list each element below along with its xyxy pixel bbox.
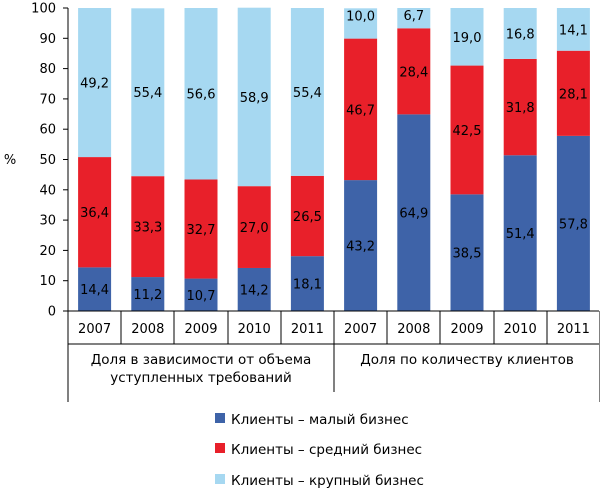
legend-label: Клиенты – крупный бизнес — [231, 473, 424, 489]
data-label: 36,4 — [80, 206, 109, 221]
bar-segment — [78, 8, 112, 158]
bar-segment — [237, 186, 271, 268]
x-tick-label: 2007 — [344, 322, 377, 337]
x-tick-label: 2007 — [78, 322, 111, 337]
data-label: 64,9 — [399, 207, 428, 222]
bar-segment — [237, 267, 271, 311]
data-label: 57,8 — [559, 217, 588, 232]
bar-segment — [131, 277, 165, 311]
legend-label: Клиенты – малый бизнес — [231, 412, 409, 428]
data-label: 49,2 — [80, 77, 109, 92]
bar-segment — [78, 267, 112, 311]
data-label: 58,9 — [240, 91, 269, 106]
x-tick-label: 2009 — [184, 322, 217, 337]
data-label: 19,0 — [453, 31, 482, 46]
bar-segment — [184, 179, 218, 279]
y-tick-label: 0 — [48, 305, 56, 320]
data-label: 51,4 — [506, 227, 535, 242]
legend-swatch — [215, 474, 225, 484]
bar-segment — [344, 8, 378, 39]
y-tick-label: 40 — [39, 183, 56, 198]
data-label: 16,8 — [506, 27, 535, 42]
bar-segment — [184, 8, 218, 180]
data-label: 28,4 — [399, 65, 428, 80]
y-tick-label: 30 — [39, 214, 56, 229]
y-tick-label: 50 — [39, 153, 56, 168]
bar-segment — [344, 38, 378, 181]
y-tick-label: 60 — [39, 123, 56, 138]
bar-segment — [450, 8, 484, 66]
data-label: 42,5 — [453, 124, 482, 139]
x-tick-label: 2008 — [131, 322, 164, 337]
bar-segment — [397, 28, 431, 115]
y-tick-label: 20 — [39, 244, 56, 259]
x-tick-label: 2011 — [291, 322, 324, 337]
bar-segment — [503, 155, 537, 311]
data-label: 10,0 — [346, 9, 375, 24]
bar-segment — [184, 278, 218, 311]
bar-segment — [556, 135, 590, 311]
legend-swatch — [215, 413, 225, 423]
data-label: 18,1 — [293, 278, 322, 293]
data-label: 31,8 — [506, 101, 535, 116]
y-tick-label: 10 — [39, 274, 56, 289]
legend-label: Клиенты – средний бизнес — [231, 442, 422, 458]
bar-segment — [131, 8, 165, 177]
data-label: 38,5 — [453, 247, 482, 262]
bar-segment — [237, 7, 271, 187]
y-tick-label: 80 — [39, 62, 56, 77]
x-tick-label: 2010 — [504, 322, 537, 337]
data-label: 26,5 — [293, 210, 322, 225]
data-label: 11,2 — [133, 288, 162, 303]
data-label: 43,2 — [346, 240, 375, 255]
y-tick-label: 70 — [39, 92, 56, 107]
y-tick-label: 100 — [31, 2, 56, 17]
data-label: 28,1 — [559, 87, 588, 102]
data-label: 14,2 — [240, 283, 269, 298]
data-label: 14,4 — [80, 283, 109, 298]
data-label: 10,7 — [187, 289, 216, 304]
data-label: 55,4 — [293, 86, 322, 101]
legend-swatch — [215, 443, 225, 453]
group-label: уступленных требований — [110, 370, 292, 386]
x-tick-label: 2011 — [557, 322, 590, 337]
data-label: 55,4 — [133, 86, 162, 101]
bar-segment — [450, 65, 484, 195]
group-label: Доля в зависимости от объема — [91, 352, 312, 368]
group-label: Доля по количеству клиентов — [360, 352, 574, 368]
bar-segment — [397, 114, 431, 311]
bar-segment — [78, 157, 112, 268]
bar-segment — [290, 8, 324, 176]
bar-segment — [131, 176, 165, 278]
bar-segment — [344, 180, 378, 311]
bar-segment — [397, 8, 431, 29]
y-axis-label: % — [4, 153, 16, 168]
y-tick-label: 90 — [39, 32, 56, 47]
data-label: 33,3 — [133, 221, 162, 236]
bar-segment — [290, 175, 324, 257]
data-label: 14,1 — [559, 23, 588, 38]
data-label: 6,7 — [403, 9, 424, 24]
data-label: 46,7 — [346, 103, 375, 118]
data-label: 56,6 — [187, 88, 216, 103]
x-tick-label: 2008 — [397, 322, 430, 337]
data-label: 32,7 — [187, 223, 216, 238]
bar-segment — [450, 194, 484, 311]
bar-segment — [503, 8, 537, 59]
bar-segment — [556, 8, 590, 51]
bar-segment — [290, 256, 324, 311]
x-tick-label: 2010 — [238, 322, 271, 337]
x-tick-label: 2009 — [450, 322, 483, 337]
bar-segment — [503, 58, 537, 156]
bar-segment — [556, 50, 590, 136]
data-label: 27,0 — [240, 221, 269, 236]
